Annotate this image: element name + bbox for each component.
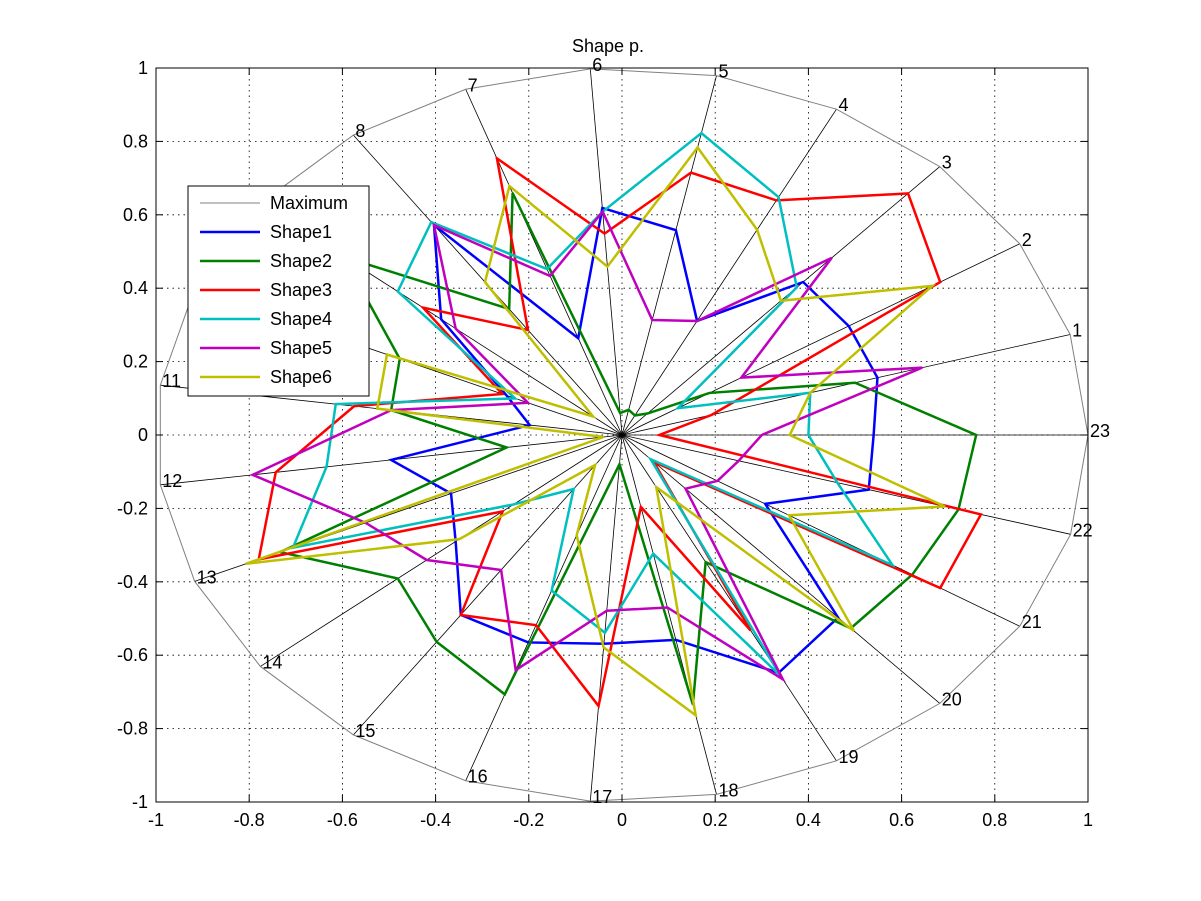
spoke-line — [621, 243, 1020, 436]
spoke-label: 18 — [718, 780, 738, 800]
spoke-line — [465, 434, 623, 781]
y-tick-label: -1 — [132, 792, 148, 812]
spoke-label: 14 — [262, 652, 282, 672]
spoke-label: 15 — [355, 721, 375, 741]
spoke-line — [621, 434, 1020, 627]
spoke-label: 17 — [592, 787, 612, 807]
spoke-line — [260, 434, 623, 667]
x-tick-label: -0.8 — [234, 810, 265, 830]
spoke-line — [353, 434, 623, 736]
spoke-label: 23 — [1090, 421, 1110, 441]
legend-label: Shape3 — [270, 280, 332, 300]
spoke-label: 20 — [942, 689, 962, 709]
legend: Maximum Shape1 Shape2 Shape3 Shape4 Shape5 Sha… — [187, 185, 370, 397]
spoke-line — [589, 68, 623, 436]
x-axis-ticks: -1 -0.8 -0.6 -0.4 -0.2 0 0.2 0.4 0.6 0.8 1 — [148, 68, 1093, 830]
x-tick-label: 0.6 — [889, 810, 914, 830]
legend-label: Maximum — [270, 193, 348, 213]
spoke-label: 5 — [718, 62, 728, 82]
spoke-label: 21 — [1022, 612, 1042, 632]
maximum-line — [159, 68, 1089, 802]
legend-label: Shape1 — [270, 222, 332, 242]
spoke-label: 11 — [162, 371, 181, 391]
y-tick-label: 0.8 — [123, 131, 148, 151]
x-tick-label: 0 — [617, 810, 627, 830]
x-tick-label: 0.4 — [796, 810, 821, 830]
spoke-label: 12 — [162, 471, 182, 491]
series-line-shape3 — [257, 155, 983, 709]
spoke-line — [621, 434, 941, 704]
y-tick-label: -0.4 — [117, 572, 148, 592]
y-tick-label: -0.6 — [117, 645, 148, 665]
legend-label: Shape4 — [270, 309, 332, 329]
grid-lines — [156, 68, 1088, 802]
spoke-labels: 1234567891011121314151617181920212223 — [162, 55, 1110, 807]
spoke-line — [465, 89, 623, 436]
spoke-label: 7 — [468, 75, 478, 95]
spoke-label: 8 — [355, 121, 365, 141]
y-tick-label: -0.8 — [117, 719, 148, 739]
spoke-label: 2 — [1022, 230, 1032, 250]
spoke-line — [621, 434, 717, 795]
x-tick-label: -1 — [148, 810, 164, 830]
spoke-label: 3 — [942, 153, 952, 173]
x-tick-label: -0.2 — [513, 810, 544, 830]
spoke-line — [621, 434, 1071, 535]
chart-title: Shape p. — [572, 36, 644, 56]
series-line-shape6 — [245, 145, 946, 719]
spoke-label: 16 — [468, 767, 488, 787]
maximum-polygon — [159, 68, 1089, 802]
spoke-line — [621, 108, 837, 436]
spoke-label: 13 — [197, 567, 217, 587]
series-polygons — [245, 131, 983, 719]
x-tick-label: -0.4 — [420, 810, 451, 830]
y-tick-label: -0.2 — [117, 498, 148, 518]
series-line-shape1 — [387, 206, 879, 675]
series-line-shape4 — [290, 131, 896, 678]
spoke-label: 19 — [838, 747, 858, 767]
y-tick-label: 1 — [138, 58, 148, 78]
y-tick-label: 0.2 — [123, 352, 148, 372]
legend-label: Shape6 — [270, 367, 332, 387]
spoke-label: 4 — [838, 95, 848, 115]
y-tick-label: 0.6 — [123, 205, 148, 225]
spoke-label: 6 — [592, 55, 602, 75]
x-tick-label: -0.6 — [327, 810, 358, 830]
spoke-label: 22 — [1073, 520, 1093, 540]
x-tick-label: 1 — [1083, 810, 1093, 830]
spoke-line — [621, 75, 717, 436]
x-tick-label: 0.2 — [703, 810, 728, 830]
legend-label: Shape5 — [270, 338, 332, 358]
x-tick-label: 0.8 — [982, 810, 1007, 830]
spoke-line — [621, 334, 1071, 436]
y-axis-ticks: -1 -0.8 -0.6 -0.4 -0.2 0 0.2 0.4 0.6 0.8 1 — [117, 58, 1088, 812]
series-line-shape5 — [249, 209, 923, 683]
spoke-line — [589, 434, 623, 802]
legend-label: Shape2 — [270, 251, 332, 271]
spoke-label: 1 — [1072, 320, 1082, 340]
y-tick-label: 0.4 — [123, 278, 148, 298]
series-line-shape2 — [276, 192, 978, 705]
y-tick-label: 0 — [138, 425, 148, 445]
